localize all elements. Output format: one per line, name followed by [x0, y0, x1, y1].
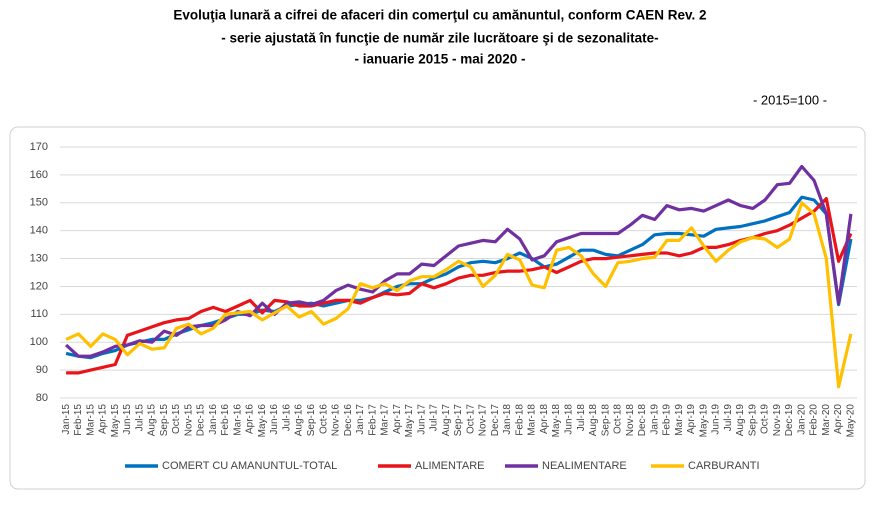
x-tick-label: Mar-20 [821, 404, 832, 436]
x-tick-label: Sep-15 [159, 404, 170, 437]
y-tick-label: 80 [36, 392, 48, 404]
x-tick-label: Jan-17 [355, 404, 366, 435]
x-tick-label: Jul-17 [429, 404, 440, 432]
legend-label: NEALIMENTARE [542, 460, 627, 472]
x-tick-label: Jun-15 [122, 404, 133, 435]
x-tick-label: Feb-20 [809, 404, 820, 436]
x-tick-label: May-15 [110, 404, 121, 438]
x-tick-label: Mar-19 [674, 404, 685, 436]
x-tick-label: Sep-16 [306, 404, 317, 437]
x-tick-label: Jun-19 [711, 404, 722, 435]
x-tick-label: Jan-18 [502, 404, 513, 435]
note: - 2015=100 - [753, 92, 827, 107]
x-tick-label: Nov-19 [772, 404, 783, 437]
y-tick-label: 150 [30, 197, 48, 209]
x-tick-label: Jan-16 [208, 404, 219, 435]
chart-title: - serie ajustată în funcţie de număr zil… [221, 31, 658, 46]
x-tick-label: Nov-16 [331, 404, 342, 437]
y-tick-label: 90 [36, 364, 48, 376]
chart-title: - ianuarie 2015 - mai 2020 - [354, 52, 525, 67]
x-tick-label: Mar-15 [85, 404, 96, 436]
x-tick-label: Jun-17 [416, 404, 427, 435]
x-tick-label: Aug-16 [294, 404, 305, 437]
x-tick-label: Feb-17 [367, 404, 378, 436]
y-tick-label: 110 [30, 308, 48, 320]
x-tick-label: Nov-17 [478, 404, 489, 437]
x-tick-label: Nov-18 [625, 404, 636, 437]
x-tick-label: Jun-16 [269, 404, 280, 435]
x-tick-label: Jan-15 [61, 404, 72, 435]
y-tick-label: 120 [30, 280, 48, 292]
x-tick-label: Apr-18 [539, 404, 550, 434]
x-tick-label: Feb-15 [73, 404, 84, 436]
x-tick-label: Oct-18 [613, 404, 624, 434]
legend-label: CARBURANTI [688, 460, 760, 472]
x-tick-label: Apr-19 [686, 404, 697, 434]
x-tick-label: Apr-16 [245, 404, 256, 434]
series-line [65, 164, 853, 358]
x-tick-label: Feb-18 [514, 404, 525, 436]
x-tick-label: Oct-15 [171, 404, 182, 434]
x-tick-label: Aug-17 [441, 404, 452, 437]
x-tick-label: Feb-16 [220, 404, 231, 436]
y-tick-label: 130 [30, 252, 48, 264]
x-tick-label: Dec-19 [784, 404, 795, 437]
x-tick-label: Nov-15 [183, 404, 194, 437]
y-tick-label: 100 [30, 336, 48, 348]
x-tick-label: Apr-15 [98, 404, 109, 434]
x-tick-label: Jul-19 [723, 404, 734, 432]
x-tick-label: May-19 [698, 404, 709, 438]
x-tick-label: Jul-16 [281, 404, 292, 432]
chart-title: Evoluţia lunară a cifrei de afaceri din … [173, 8, 706, 23]
y-tick-label: 160 [30, 169, 48, 181]
x-tick-label: Apr-20 [833, 404, 844, 434]
x-tick-label: Oct-19 [760, 404, 771, 434]
x-tick-label: Oct-17 [465, 404, 476, 434]
y-tick-label: 170 [30, 141, 48, 153]
series-line [65, 201, 853, 389]
x-tick-label: Mar-17 [380, 404, 391, 436]
x-tick-label: Jun-18 [563, 404, 574, 435]
x-tick-label: Feb-19 [662, 404, 673, 436]
x-tick-label: May-16 [257, 404, 268, 438]
series-line [66, 197, 853, 375]
plot-frame [9, 126, 866, 490]
x-tick-label: Dec-17 [490, 404, 501, 437]
x-tick-label: Jan-20 [796, 404, 807, 435]
legend-label: ALIMENTARE [415, 460, 484, 472]
x-tick-label: Dec-16 [343, 404, 354, 437]
x-tick-label: Oct-16 [318, 404, 329, 434]
x-tick-label: Mar-18 [527, 404, 538, 436]
legend-label: COMERT CU AMANUNTUL-TOTAL [162, 460, 337, 472]
x-tick-label: Aug-19 [735, 404, 746, 437]
x-tick-label: May-17 [404, 404, 415, 438]
x-tick-label: Sep-18 [600, 404, 611, 437]
x-tick-label: Jan-19 [649, 404, 660, 435]
x-tick-label: Aug-18 [588, 404, 599, 437]
x-tick-label: May-20 [846, 404, 857, 438]
x-tick-label: Jul-15 [134, 404, 145, 432]
x-tick-label: Dec-15 [196, 404, 207, 437]
x-tick-label: Jul-18 [576, 404, 587, 432]
x-tick-label: Sep-19 [747, 404, 758, 437]
x-tick-label: Dec-18 [637, 404, 648, 437]
x-tick-label: Sep-17 [453, 404, 464, 437]
x-tick-label: Apr-17 [392, 404, 403, 434]
y-tick-label: 140 [30, 225, 48, 237]
x-tick-label: Mar-16 [232, 404, 243, 436]
x-tick-label: May-18 [551, 404, 562, 438]
x-tick-label: Aug-15 [147, 404, 158, 437]
